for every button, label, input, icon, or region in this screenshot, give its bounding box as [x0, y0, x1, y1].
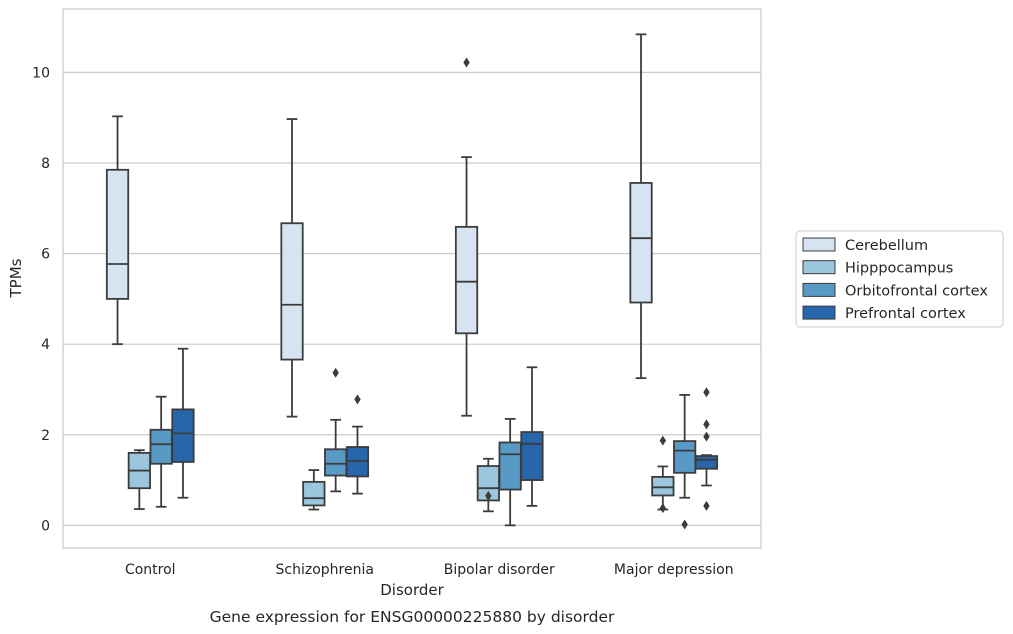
- legend: Cerebellum Hipppocampus Orbitofrontal cort…: [795, 230, 1004, 328]
- outlier-point: [703, 387, 710, 398]
- box-body: [694, 455, 719, 470]
- legend-item: Hipppocampus: [802, 260, 953, 277]
- box: [345, 394, 370, 495]
- box-body: [629, 182, 653, 304]
- legend-frame: [795, 230, 1004, 328]
- outlier-point: [485, 490, 492, 501]
- box: [651, 435, 675, 514]
- box-body: [498, 441, 522, 491]
- box: [498, 418, 522, 527]
- x-tick-label: Schizophrenia: [276, 562, 374, 578]
- y-tick-label: 10: [32, 65, 50, 81]
- outlier-point: [681, 519, 688, 530]
- outlier-point: [659, 503, 667, 514]
- y-tick-label: 0: [41, 518, 50, 534]
- outlier-point: [703, 500, 710, 511]
- outlier-point: [659, 435, 667, 446]
- box: [454, 57, 479, 417]
- box: [694, 387, 719, 511]
- x-tick-label: Control: [125, 562, 176, 578]
- box: [171, 347, 195, 499]
- outlier-point: [332, 367, 339, 378]
- box-body: [454, 225, 479, 335]
- box-body: [324, 448, 348, 477]
- x-tick-label: Bipolar disorder: [444, 562, 555, 578]
- box-body: [105, 168, 130, 300]
- box: [280, 118, 304, 418]
- box: [476, 457, 500, 513]
- box-body: [520, 431, 544, 481]
- legend-item: Cerebellum: [802, 237, 928, 254]
- legend-swatch: [802, 260, 836, 275]
- y-axis-ticks: 0 2 4 6 8 10: [32, 65, 50, 534]
- legend-item: Orbitofrontal cortex: [802, 282, 988, 299]
- legend-swatch: [802, 282, 836, 297]
- box: [127, 449, 151, 510]
- legend-swatch: [802, 305, 836, 320]
- box: [149, 395, 173, 508]
- box-body: [149, 428, 173, 465]
- box: [629, 33, 653, 380]
- y-axis-label: TPMs: [7, 258, 25, 298]
- legend-label: Cerebellum: [845, 238, 928, 254]
- box: [302, 469, 326, 511]
- outlier-point: [354, 394, 361, 405]
- y-tick-label: 8: [41, 156, 50, 172]
- box-body: [280, 222, 304, 361]
- box: [673, 394, 697, 530]
- box-body: [651, 475, 675, 497]
- box: [324, 367, 348, 493]
- box-body: [673, 440, 697, 474]
- y-tick-label: 6: [41, 247, 50, 263]
- x-axis-label: Disorder: [380, 581, 444, 599]
- box-body: [302, 480, 326, 507]
- legend-swatch: [802, 237, 836, 252]
- outlier-point: [703, 431, 710, 442]
- y-tick-label: 2: [41, 428, 50, 444]
- legend-label: Hipppocampus: [845, 261, 953, 277]
- plot-frame: [62, 8, 762, 549]
- box-plot-marks: [105, 33, 719, 530]
- box-body: [171, 408, 195, 463]
- x-axis-ticks: Control Schizophrenia Bipolar disorder Majo…: [125, 562, 734, 578]
- y-tick-label: 4: [41, 337, 50, 353]
- legend-item: Prefrontal cortex: [802, 305, 966, 322]
- legend-label: Prefrontal cortex: [845, 306, 966, 322]
- box: [520, 366, 544, 507]
- box: [105, 115, 130, 346]
- chart-caption: Gene expression for ENSG00000225880 by d…: [210, 608, 615, 626]
- outlier-point: [463, 57, 470, 68]
- x-tick-label: Major depression: [614, 562, 734, 578]
- outlier-point: [703, 419, 710, 430]
- legend-label: Orbitofrontal cortex: [845, 283, 988, 299]
